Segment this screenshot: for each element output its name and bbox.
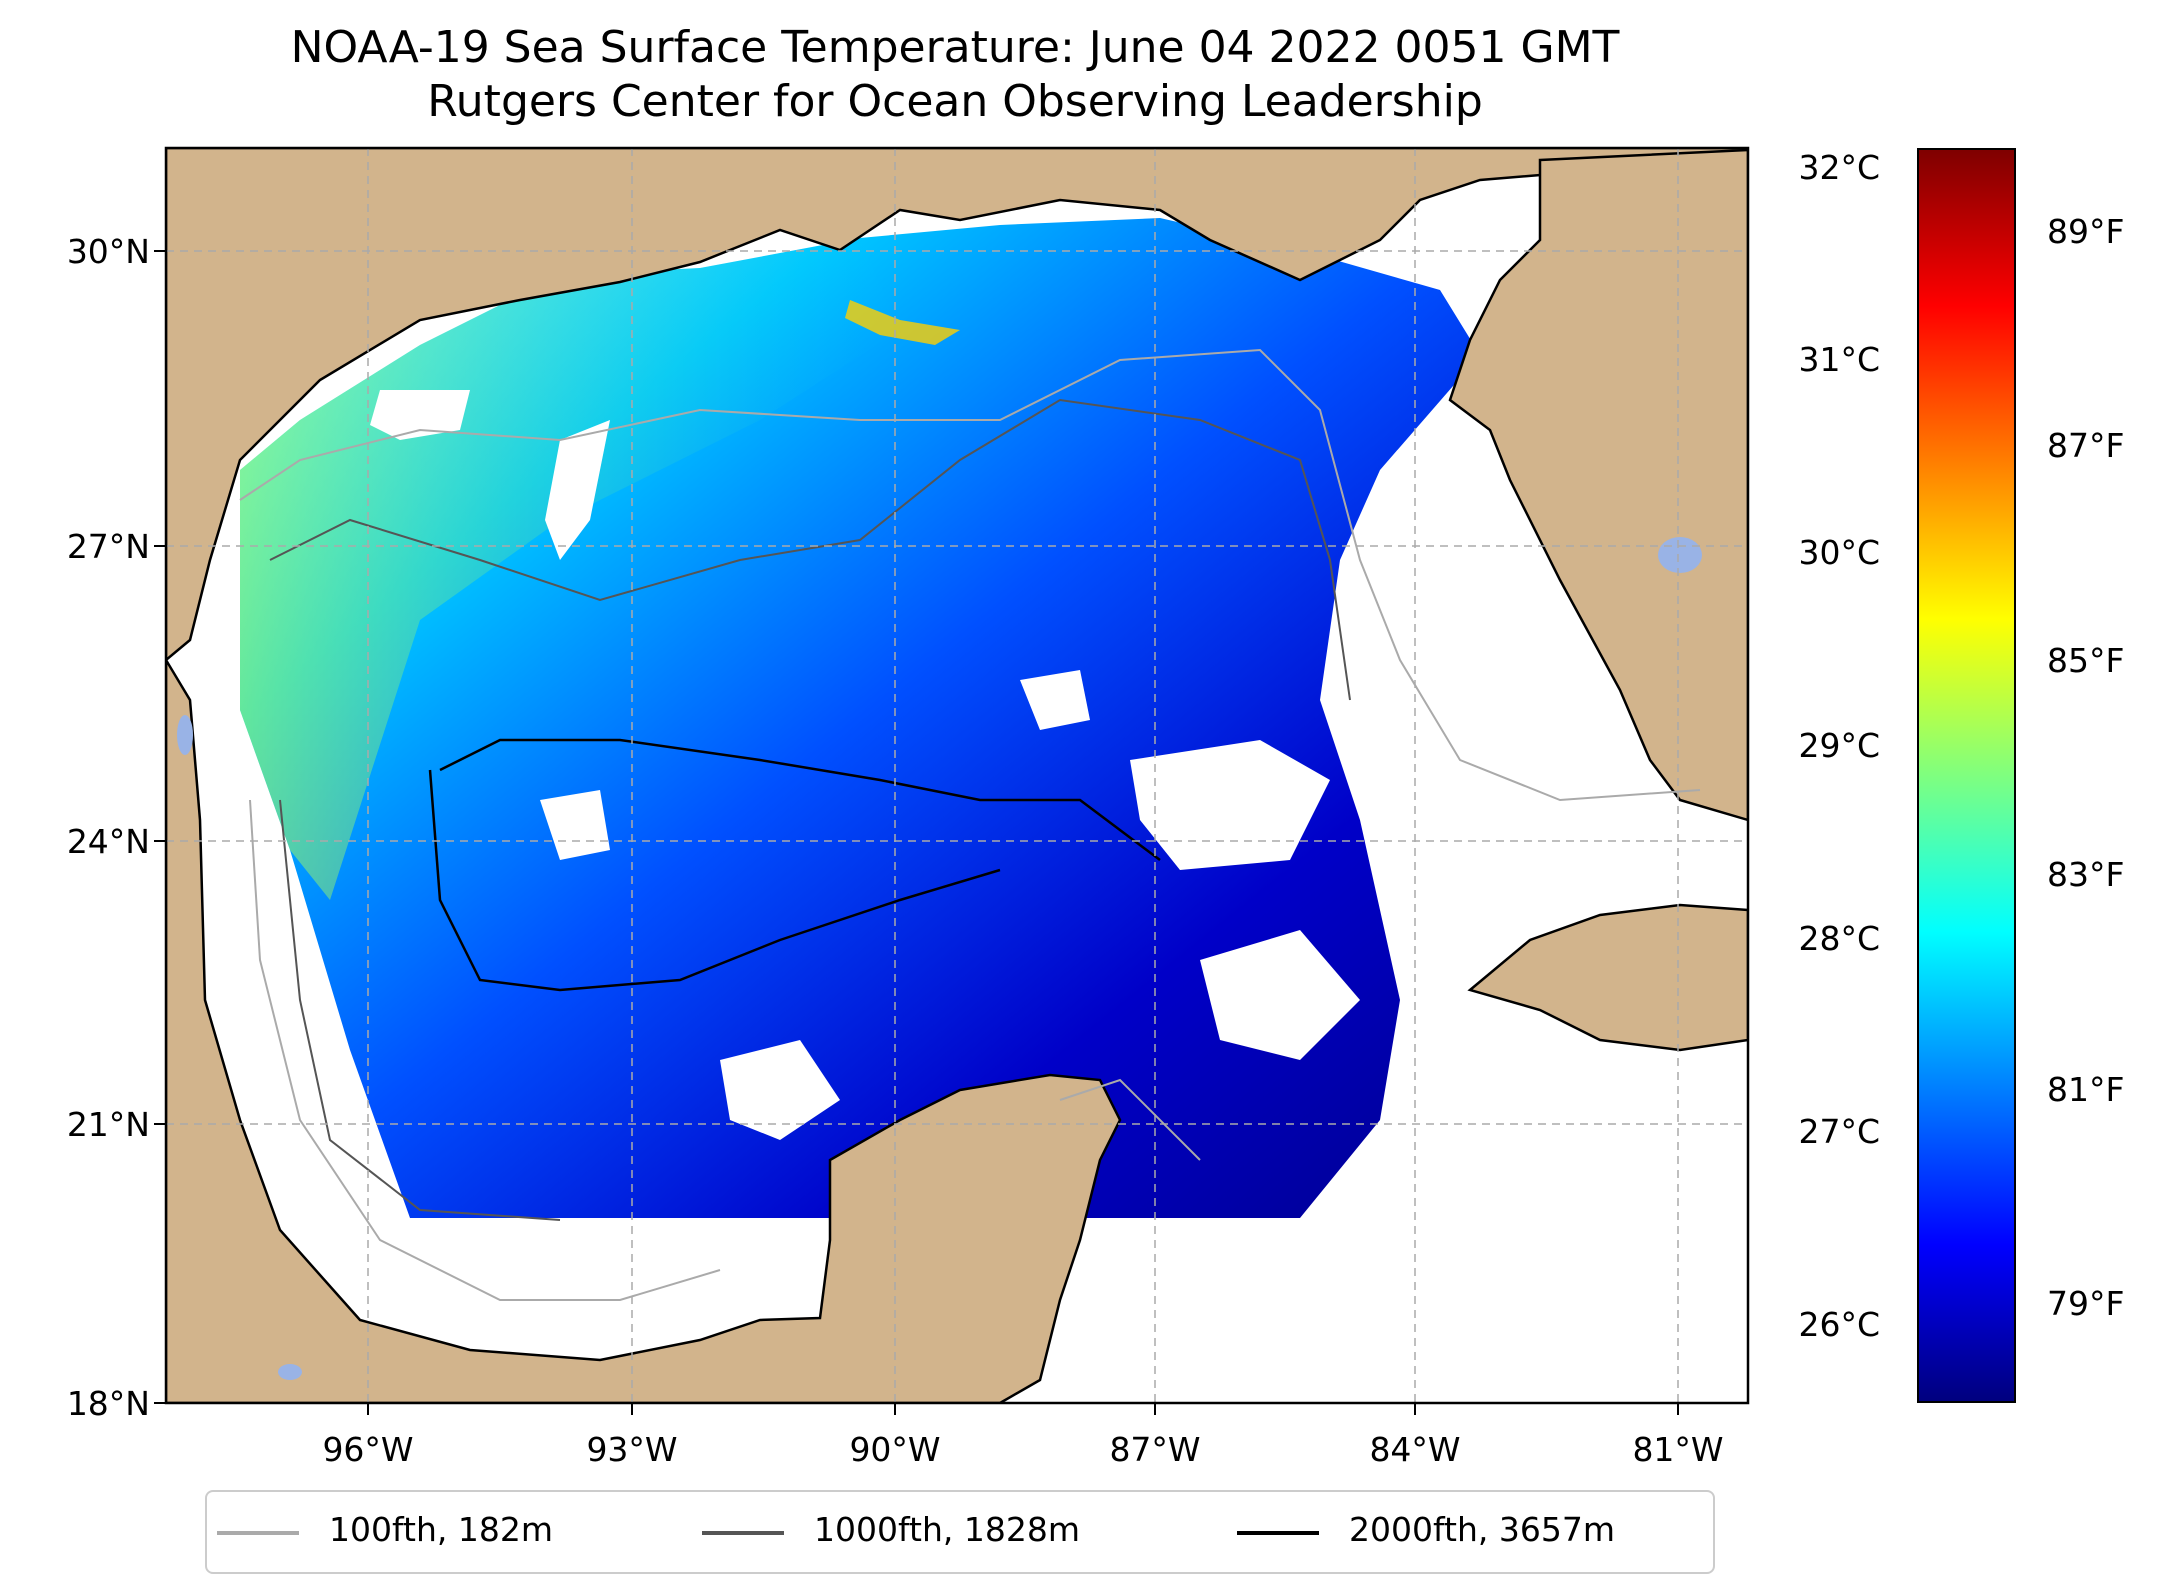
land <box>166 148 1748 1403</box>
land-cuba <box>1467 903 1748 1052</box>
colorbar-label-81f: 81°F <box>2047 1070 2125 1109</box>
sst-colorbar <box>1917 148 2016 1403</box>
colorbar-label-31c: 31°C <box>1798 340 1880 379</box>
map-title: NOAA-19 Sea Surface Temperature: June 04… <box>290 22 1620 73</box>
colorbar-label-83f: 83°F <box>2047 855 2125 894</box>
lon-label-96w: 96°W <box>322 1430 414 1469</box>
contour-100fth <box>239 348 1701 1301</box>
map-subtitle: Rutgers Center for Ocean Observing Leade… <box>427 76 1483 127</box>
gridlines <box>166 148 1748 1403</box>
legend-line-100fth <box>217 1531 299 1535</box>
colorbar-label-28c: 28°C <box>1798 919 1880 958</box>
contour-1000fth <box>269 398 1351 1221</box>
colorbar-label-79f: 79°F <box>2047 1284 2125 1323</box>
legend-line-2000fth <box>1237 1531 1319 1535</box>
contour-2000fth <box>428 738 1161 992</box>
land-florida <box>1448 148 1748 822</box>
colorbar-label-29c: 29°C <box>1798 726 1880 765</box>
land-mexico-west <box>166 657 1122 1403</box>
legend-label-1000fth: 1000fth, 1828m <box>814 1510 1080 1549</box>
lon-label-93w: 93°W <box>586 1430 678 1469</box>
cloud-gaps <box>370 390 1360 1140</box>
colorbar-label-85f: 85°F <box>2047 641 2125 680</box>
lon-label-81w: 81°W <box>1632 1430 1724 1469</box>
map-frame <box>164 146 1750 1405</box>
colorbar-label-87f: 87°F <box>2047 426 2125 465</box>
lon-label-90w: 90°W <box>849 1430 941 1469</box>
lon-label-84w: 84°W <box>1369 1430 1461 1469</box>
colorbar-label-32c: 32°C <box>1798 148 1880 187</box>
lat-label-24n: 24°N <box>66 822 150 861</box>
contour-legend: 100fth, 182m 1000fth, 1828m 2000fth, 365… <box>205 1490 1715 1574</box>
sst-warm-coast <box>845 300 960 345</box>
colorbar-label-30c: 30°C <box>1798 533 1880 572</box>
lat-label-18n: 18°N <box>66 1384 150 1423</box>
colorbar-label-26c: 26°C <box>1798 1305 1880 1344</box>
sst-map <box>154 146 1750 1415</box>
axis-ticks <box>154 250 1679 1415</box>
lon-label-87w: 87°W <box>1109 1430 1201 1469</box>
legend-line-1000fth <box>702 1531 784 1535</box>
lat-label-27n: 27°N <box>66 527 150 566</box>
land-us-north <box>166 148 1748 662</box>
colorbar-label-27c: 27°C <box>1798 1112 1880 1151</box>
legend-label-2000fth: 2000fth, 3657m <box>1349 1510 1615 1549</box>
lat-label-30n: 30°N <box>66 232 150 271</box>
colorbar-label-89f: 89°F <box>2047 212 2125 251</box>
lat-label-21n: 21°N <box>66 1105 150 1144</box>
bathymetry-contours <box>239 348 1701 1301</box>
legend-label-100fth: 100fth, 182m <box>329 1510 553 1549</box>
